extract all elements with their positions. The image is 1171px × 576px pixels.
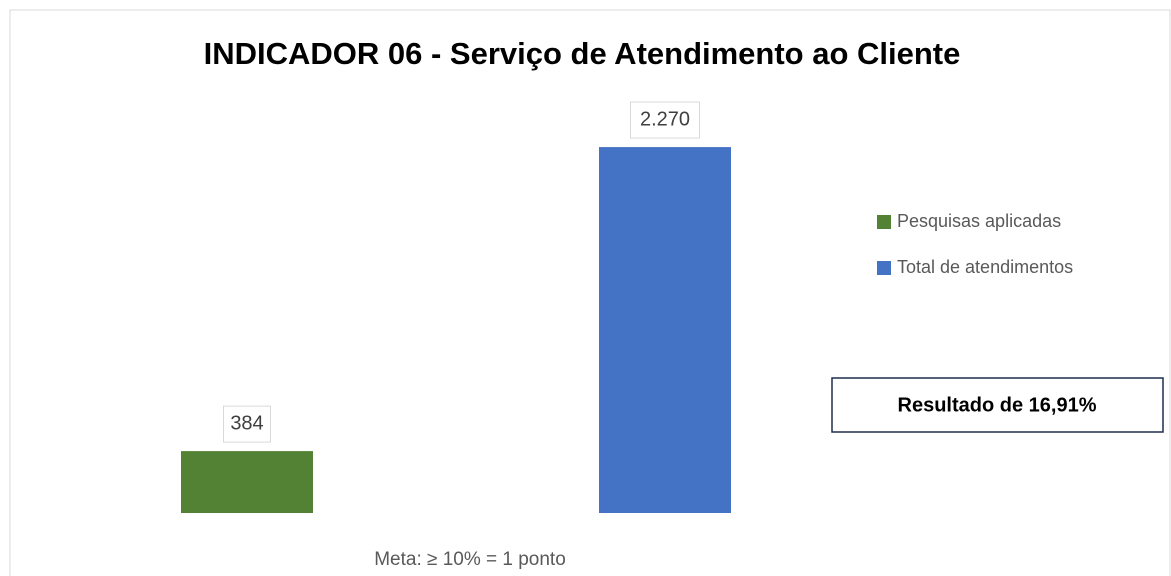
data-label: 2.270 (640, 108, 690, 130)
result-annotation: Resultado de 16,91% (898, 394, 1097, 416)
chart-title: INDICADOR 06 - Serviço de Atendimento ao… (204, 36, 961, 71)
legend-label: Total de atendimentos (897, 257, 1073, 277)
bar (181, 451, 313, 513)
legend-swatch (877, 261, 891, 275)
data-label-box (223, 405, 271, 443)
legend-label: Pesquisas aplicadas (897, 211, 1061, 231)
legend-swatch (877, 215, 891, 229)
data-label: 384 (230, 412, 263, 434)
bar (599, 147, 731, 514)
data-label-box (630, 101, 700, 139)
result-box (831, 377, 1164, 433)
goal-note: Meta: ≥ 10% = 1 ponto (374, 549, 566, 570)
